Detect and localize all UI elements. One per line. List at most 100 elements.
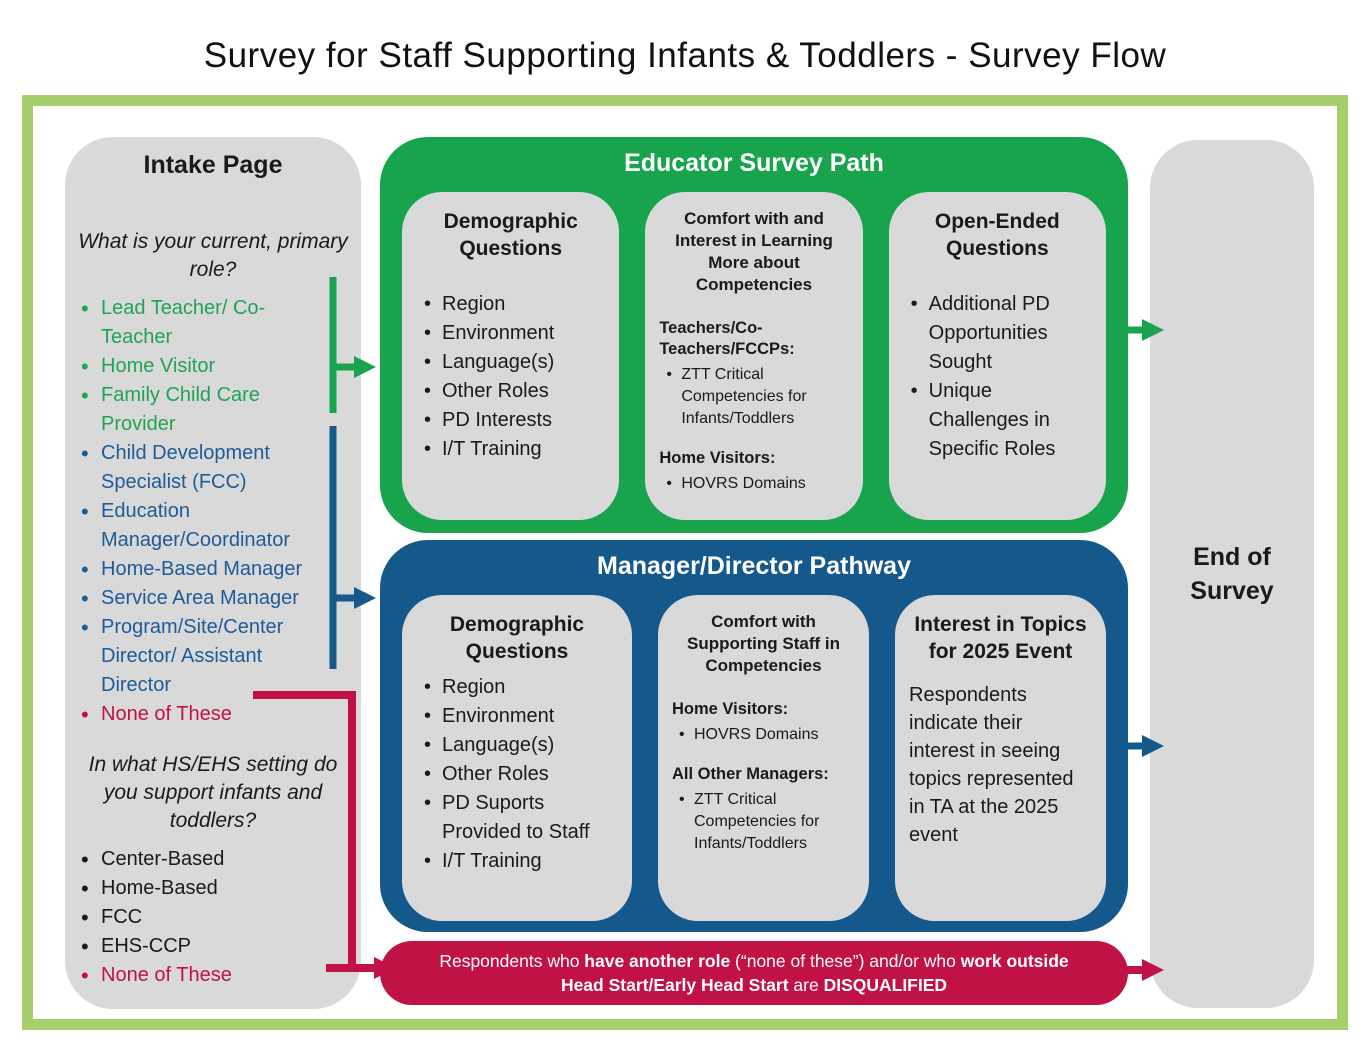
educator-subboxes: Demographic Questions Region Environment L…	[402, 192, 1106, 520]
bullet-list: Additional PD Opportunities SoughtUnique…	[903, 290, 1092, 464]
subbox-educator-demographics: Demographic Questions Region Environment L…	[402, 192, 620, 520]
list-item: I/T Training	[416, 847, 618, 876]
audience-group: All Other Managers: ZTT Critical Compete…	[672, 764, 855, 855]
group-list: Teachers/Co-Teachers/FCCPs: ZTT Critical…	[659, 318, 848, 495]
intake-question-setting: In what HS/EHS setting do you support in…	[88, 753, 338, 832]
subbox-paragraph: Respondents indicate their interest in s…	[909, 684, 1074, 846]
banner-segment: are	[788, 975, 824, 995]
subbox-educator-open-ended: Open-Ended Questions Additional PD Oppor…	[888, 192, 1106, 520]
educator-pathway-title: Educator Survey Path	[624, 149, 884, 177]
list-item: HOVRS Domains	[659, 473, 848, 495]
list-item-label: Other Roles	[442, 380, 549, 402]
list-item-label: Child Development Specialist (FCC)	[101, 442, 270, 493]
list-item-label: Unique Challenges in Specific Roles	[928, 380, 1056, 460]
list-item-label: FCC	[101, 906, 143, 928]
list-item: Lead Teacher/ Co-Teacher	[65, 294, 325, 352]
subbox-title: Interest in Topics for 2025 Event	[914, 613, 1087, 663]
list-item-label: Home-Based	[101, 877, 218, 899]
list-item: Environment	[416, 702, 618, 731]
banner-segment: DISQUALIFIED	[823, 975, 948, 995]
bullet-list: Region Environment Language(s) Other Roles P…	[416, 673, 618, 876]
manager-subboxes: Demographic Questions Region Environment L…	[402, 595, 1106, 921]
disqualified-banner-text: Respondents who have another role (“none…	[380, 949, 1128, 997]
list-item: Other Roles	[416, 760, 618, 789]
list-item: Region	[416, 673, 618, 702]
intake-setting-list: Center-Based Home-Based FCC EHS-CCP None…	[65, 845, 361, 990]
list-item-label: Additional PD Opportunities Sought	[928, 293, 1050, 373]
intake-panel: Intake Page What is your current, primar…	[65, 137, 361, 1009]
list-item: Center-Based	[65, 845, 325, 874]
list-item: Language(s)	[416, 731, 618, 760]
list-item-label: Service Area Manager	[101, 587, 299, 609]
banner-segment: Respondents who	[439, 951, 585, 971]
list-item-label: PD Interests	[442, 409, 553, 431]
banner-segment: work outside Head Start/Early Head Start	[560, 951, 1069, 995]
end-of-survey-panel: End of Survey	[1150, 140, 1314, 1008]
list-item: PD Suports Provided to Staff	[416, 789, 618, 847]
list-item-label: Other Roles	[442, 763, 549, 785]
subbox-title: Comfort with and Interest in Learning Mo…	[675, 209, 833, 294]
list-item-label: I/T Training	[442, 438, 542, 460]
list-item: Other Roles	[416, 377, 605, 406]
list-item-label: Language(s)	[442, 351, 555, 373]
subbox-title: Demographic Questions	[449, 613, 585, 663]
list-item: Program/Site/Center Director/ Assistant …	[65, 613, 325, 700]
list-item: Home Visitor	[65, 352, 325, 381]
list-item: Home-Based	[65, 874, 325, 903]
list-item-label: Region	[442, 676, 506, 698]
list-item-label: Program/Site/Center Director/ Assistant …	[101, 616, 284, 696]
list-item: None of These	[65, 961, 325, 990]
list-item-label: ZTT Critical Competencies for Infants/To…	[694, 791, 820, 852]
list-item-label: None of These	[101, 964, 232, 986]
intake-role-list: Lead Teacher/ Co-Teacher Home Visitor Fa…	[65, 294, 361, 729]
list-item-label: PD Suports Provided to Staff	[442, 792, 590, 843]
disqualified-banner: Respondents who have another role (“none…	[380, 941, 1128, 1005]
list-item-label: Environment	[442, 322, 555, 344]
list-item-label: None of These	[101, 703, 232, 725]
bullet-list: Region Environment Language(s) Other Roles P…	[416, 290, 605, 464]
subbox-title: Comfort with Supporting Staff in Compete…	[687, 612, 840, 675]
subbox-manager-competencies: Comfort with Supporting Staff in Compete…	[658, 595, 869, 921]
bullet-list: HOVRS Domains	[659, 473, 848, 495]
list-item: Family Child Care Provider	[65, 381, 325, 439]
list-item-label: Environment	[442, 705, 555, 727]
list-item: ZTT Critical Competencies for Infants/To…	[659, 364, 848, 430]
bullet-list: ZTT Critical Competencies for Infants/To…	[672, 789, 855, 855]
subbox-title: Open-Ended Questions	[934, 210, 1060, 260]
list-item-label: Family Child Care Provider	[101, 384, 260, 435]
intake-question-role: What is your current, primary role?	[78, 230, 348, 281]
list-item-label: HOVRS Domains	[681, 475, 806, 492]
subbox-educator-competencies: Comfort with and Interest in Learning Mo…	[645, 192, 863, 520]
page-title: Survey for Staff Supporting Infants & To…	[203, 36, 1167, 75]
group-label: Home Visitors:	[672, 700, 789, 718]
educator-pathway: Educator Survey Path Demographic Questio…	[380, 137, 1128, 533]
list-item-label: Region	[442, 293, 506, 315]
group-label: Home Visitors:	[659, 449, 776, 467]
list-item: Environment	[416, 319, 605, 348]
audience-group: Home Visitors: HOVRS Domains	[672, 699, 855, 746]
list-item: None of These	[65, 700, 325, 729]
list-item: Home-Based Manager	[65, 555, 325, 584]
subbox-manager-2025-topics: Interest in Topics for 2025 Event Respon…	[895, 595, 1106, 921]
list-item-label: EHS-CCP	[101, 935, 192, 957]
intake-title: Intake Page	[143, 151, 283, 179]
list-item: PD Interests	[416, 406, 605, 435]
list-item-label: Center-Based	[101, 848, 225, 870]
bullet-list: ZTT Critical Competencies for Infants/To…	[659, 364, 848, 430]
group-label: All Other Managers:	[672, 765, 829, 783]
list-item-label: Education Manager/Coordinator	[101, 500, 290, 551]
list-item-label: Language(s)	[442, 734, 555, 756]
list-item: EHS-CCP	[65, 932, 325, 961]
list-item: I/T Training	[416, 435, 605, 464]
list-item: HOVRS Domains	[672, 724, 855, 746]
list-item-label: I/T Training	[442, 850, 542, 872]
banner-segment: have another role	[584, 951, 731, 971]
list-item: Additional PD Opportunities Sought	[903, 290, 1092, 377]
audience-group: Teachers/Co-Teachers/FCCPs: ZTT Critical…	[659, 318, 848, 430]
list-item-label: Home Visitor	[101, 355, 216, 377]
list-item: Language(s)	[416, 348, 605, 377]
list-item: Unique Challenges in Specific Roles	[903, 377, 1092, 464]
bullet-list: HOVRS Domains	[672, 724, 855, 746]
list-item-label: Home-Based Manager	[101, 558, 303, 580]
group-list: Home Visitors: HOVRS Domains All Other M…	[672, 699, 855, 855]
